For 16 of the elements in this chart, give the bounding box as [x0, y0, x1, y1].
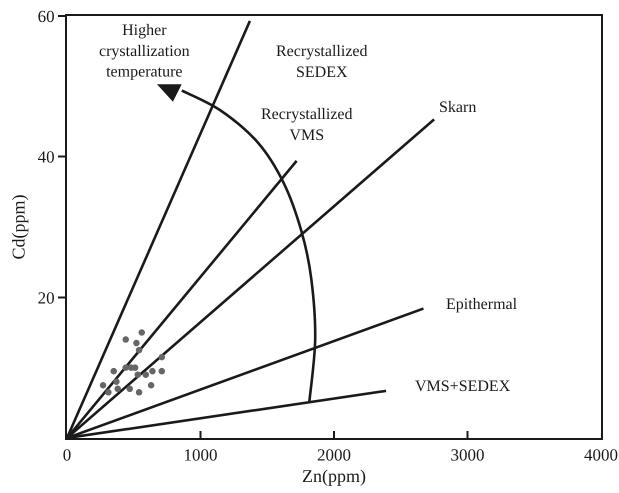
x-axis-title: Zn(ppm) [302, 466, 366, 486]
y-tick-label: 20 [38, 288, 55, 308]
x-tick-label: 1000 [184, 445, 218, 464]
annotation: Epithermal [446, 296, 518, 313]
x-tick-label: 4000 [584, 445, 618, 464]
annotation: Recrystallized SEDEX [276, 43, 368, 81]
y-axis-title: Cd(ppm) [8, 194, 28, 260]
y-tick-label: 40 [38, 148, 55, 167]
y-tick-label: 60 [38, 6, 55, 26]
x-tick-label: 2000 [317, 445, 351, 464]
x-tick-label: 0 [62, 445, 72, 464]
annotation: Higher crystallization temperature [99, 22, 190, 81]
annotation: Recrystallized VMS [261, 106, 353, 144]
x-tick-label: 3000 [450, 445, 484, 464]
annotation: VMS+SEDEX [415, 378, 511, 395]
annotation: Skarn [439, 99, 476, 116]
